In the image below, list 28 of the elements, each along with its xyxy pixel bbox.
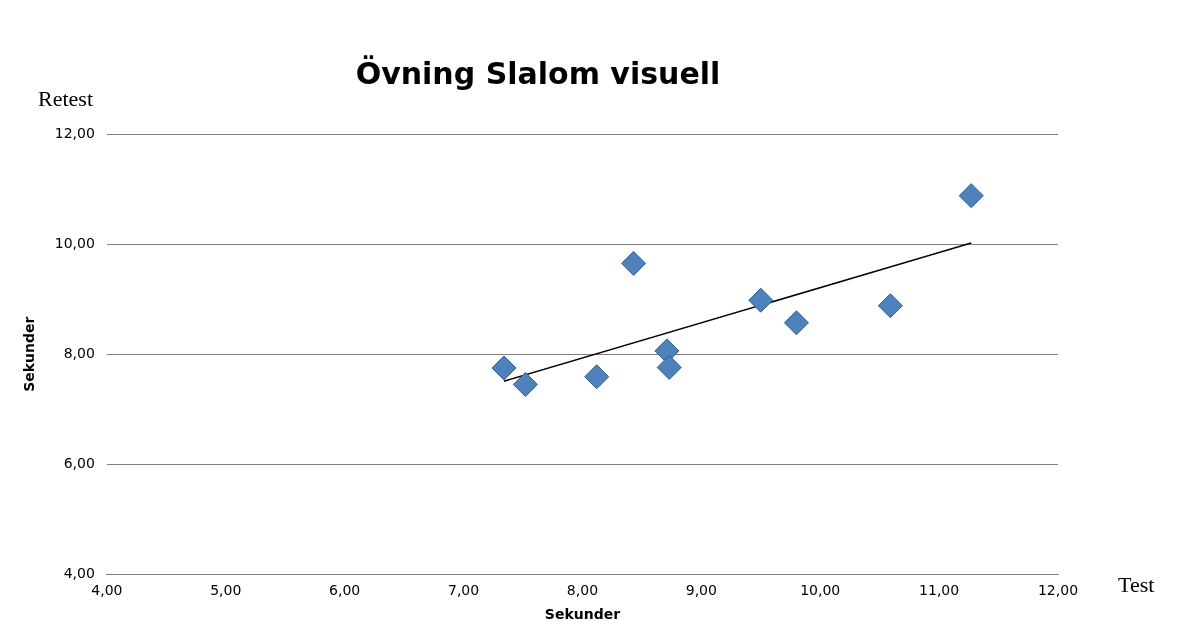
point — [512, 371, 538, 397]
y-tick-label: 12,00 — [54, 124, 95, 141]
x-tick-label: 7,00 — [447, 582, 480, 599]
x-tick-label: 9,00 — [685, 582, 717, 599]
x-tick-label: 8,00 — [566, 582, 599, 599]
text: Retest — [38, 86, 93, 112]
x-tick-label: 5,00 — [210, 582, 242, 599]
x-tick-label: 10,00 — [800, 582, 841, 599]
y-axis-title: Sekunder — [21, 316, 38, 392]
x-axis-title: Sekunder — [544, 606, 621, 623]
chart-title: Övning Slalom visuell — [355, 54, 721, 91]
point — [656, 354, 682, 380]
x-tick-label: 12,00 — [1037, 582, 1079, 599]
y-tick-label: 6,00 — [63, 454, 95, 471]
x-tick-label: 6,00 — [329, 582, 361, 599]
point — [621, 250, 647, 276]
point — [958, 183, 984, 209]
text: Test — [1118, 572, 1155, 598]
point — [584, 364, 610, 390]
x-tick-label: 11,00 — [919, 582, 960, 599]
y-tick-label: 8,00 — [63, 344, 95, 361]
point — [748, 287, 774, 313]
y-tick-label: 4,00 — [63, 565, 95, 582]
point — [491, 355, 517, 381]
y-tick-label: 10,00 — [54, 234, 95, 251]
point — [783, 310, 809, 336]
point — [877, 293, 903, 319]
x-tick-label: 4,00 — [91, 582, 123, 599]
